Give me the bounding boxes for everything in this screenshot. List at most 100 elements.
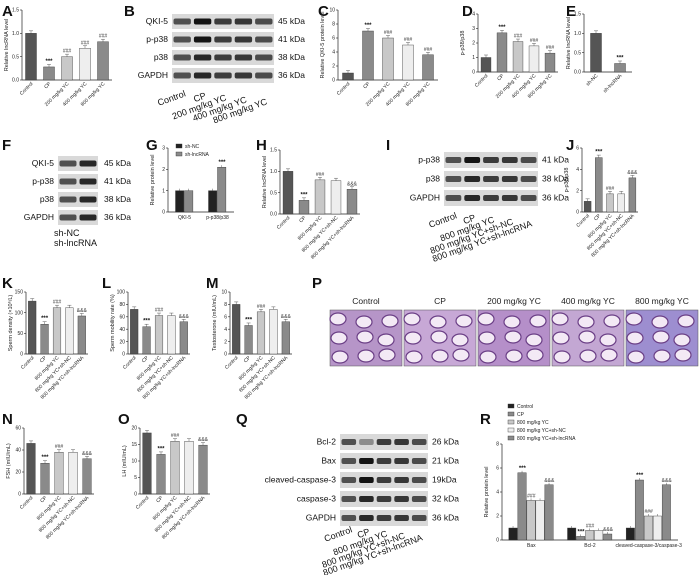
bar bbox=[269, 309, 278, 355]
blot-band bbox=[234, 18, 253, 25]
panel-label-F: F bbox=[2, 137, 11, 154]
blot-band bbox=[483, 176, 499, 182]
western-blot-F: QKI-5 45 kDa p-p38 41 kDa p38 38 kDa GAPDH 36 k… bbox=[24, 156, 131, 248]
tubule-shape bbox=[577, 315, 595, 329]
band-label: QKI-5 bbox=[146, 16, 168, 26]
legend-swatch bbox=[507, 427, 515, 433]
bar bbox=[184, 441, 194, 495]
panel-label-Q: Q bbox=[236, 411, 248, 428]
y-axis-label: Sperm mobility rate (%) bbox=[110, 294, 116, 352]
y-tick-label: 2 bbox=[496, 514, 499, 520]
x-tick-label: Control bbox=[135, 495, 151, 511]
bar bbox=[82, 458, 92, 495]
legend-label: CP bbox=[517, 412, 525, 418]
band-label: p38 bbox=[40, 194, 54, 204]
tubule-shape bbox=[525, 333, 543, 347]
y-tick-label: 0.5 bbox=[574, 50, 581, 56]
significance-label: &&& bbox=[662, 478, 673, 484]
y-tick-label: 40 bbox=[15, 448, 21, 454]
panel-label-I: I bbox=[386, 137, 390, 154]
tubule-shape bbox=[477, 312, 495, 326]
x-tick-label: Control bbox=[336, 81, 352, 97]
y-tick-label: 60 bbox=[119, 315, 125, 321]
bar bbox=[535, 500, 545, 541]
y-tick-label: 0 bbox=[162, 210, 165, 216]
bar bbox=[142, 326, 151, 355]
blot-band bbox=[214, 18, 232, 25]
panel-label-J: J bbox=[566, 137, 574, 154]
x-tick-label: Bax bbox=[527, 543, 536, 549]
blot-band bbox=[214, 36, 232, 43]
bar bbox=[184, 190, 194, 213]
significance-label: &&& bbox=[347, 181, 358, 187]
panel-label-A: A bbox=[2, 3, 13, 20]
y-tick-label: 0 bbox=[18, 492, 21, 498]
bar bbox=[77, 315, 86, 355]
bar bbox=[244, 325, 253, 355]
blot-band bbox=[501, 157, 518, 163]
panel-label-L: L bbox=[102, 275, 111, 292]
panel-label-M: M bbox=[206, 275, 219, 292]
kda-label: 36 kDa bbox=[278, 70, 305, 80]
bar bbox=[232, 304, 241, 355]
tubule-shape bbox=[626, 331, 644, 345]
blot-band bbox=[520, 195, 537, 201]
blot-band bbox=[376, 515, 392, 521]
bar bbox=[79, 48, 91, 81]
bar bbox=[661, 484, 671, 541]
tubule-shape bbox=[405, 350, 423, 364]
significance-label: *** bbox=[577, 529, 585, 535]
y-tick-label: 2 bbox=[224, 339, 227, 345]
y-axis-label: LH (mIU/mL) bbox=[122, 445, 128, 477]
panel-label-N: N bbox=[2, 411, 13, 428]
significance-label: ### bbox=[546, 45, 555, 51]
tubule-shape bbox=[378, 348, 396, 362]
bar bbox=[585, 530, 595, 541]
tubule-shape bbox=[478, 331, 496, 345]
lane-label: CP bbox=[356, 526, 371, 540]
y-tick-label: 6 bbox=[332, 36, 335, 42]
x-tick-label: Control bbox=[19, 495, 35, 511]
y-tick-label: 0 bbox=[134, 492, 137, 498]
y-tick-label: 1 bbox=[162, 188, 165, 194]
bar bbox=[208, 190, 218, 213]
x-tick-label: CP bbox=[496, 73, 506, 83]
bar bbox=[68, 452, 78, 495]
kda-label: 26 kDa bbox=[432, 437, 459, 447]
y-tick-label: 1.0 bbox=[12, 31, 19, 37]
tubule-shape bbox=[479, 350, 497, 364]
tubule-shape bbox=[330, 331, 348, 345]
blot-band bbox=[173, 54, 191, 61]
panel-label-E: E bbox=[566, 3, 576, 20]
blot-band bbox=[464, 157, 481, 163]
band-label: Bax bbox=[321, 456, 336, 466]
y-tick-label: 6 bbox=[496, 466, 499, 472]
bar bbox=[402, 44, 414, 81]
tubule-shape bbox=[431, 349, 449, 363]
bar bbox=[40, 324, 49, 355]
significance-label: ### bbox=[316, 172, 325, 178]
band-label: Bcl-2 bbox=[317, 437, 337, 447]
tubule-shape bbox=[653, 349, 671, 363]
bar bbox=[567, 527, 577, 541]
blot-band bbox=[59, 160, 77, 167]
significance-label: ### bbox=[155, 308, 164, 314]
y-axis-label: Relative lncRNA level bbox=[262, 156, 268, 209]
x-tick-label: sh-NC bbox=[585, 73, 600, 88]
bar bbox=[342, 72, 354, 81]
significance-label: ### bbox=[424, 47, 433, 53]
bar bbox=[217, 166, 227, 213]
y-axis-label: Relative lncRNA level bbox=[566, 17, 572, 70]
y-tick-label: 1.0 bbox=[270, 169, 277, 175]
blot-band bbox=[79, 196, 97, 203]
blot-band bbox=[214, 54, 232, 61]
y-tick-label: 0 bbox=[332, 78, 335, 84]
blot-band bbox=[59, 196, 77, 203]
bar bbox=[496, 32, 508, 73]
